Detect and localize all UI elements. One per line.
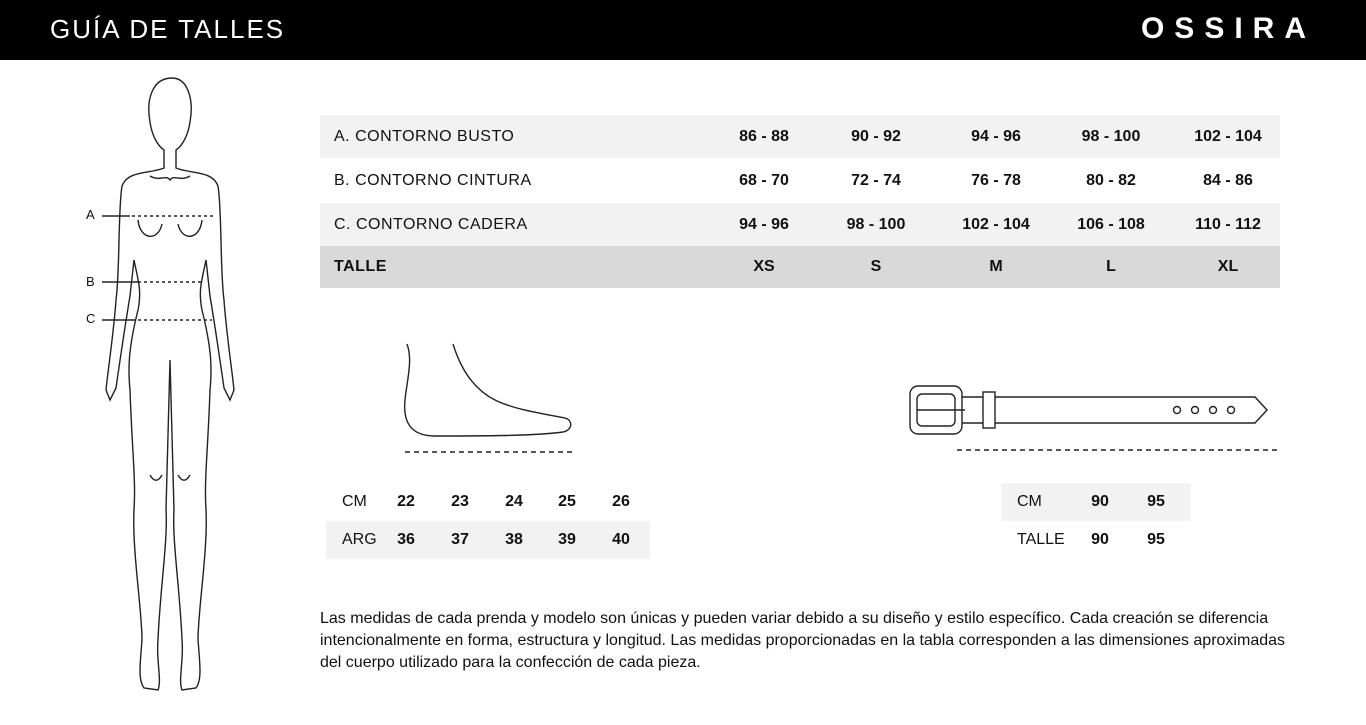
cell: L	[1106, 258, 1116, 275]
cell: 94 - 96	[739, 215, 789, 233]
cell: 84 - 86	[1203, 171, 1253, 189]
cell: XL	[1217, 258, 1239, 275]
cell: 39	[558, 531, 576, 548]
cell: 23	[451, 493, 469, 510]
row-label: TALLE	[334, 258, 387, 275]
cell: 76 - 78	[971, 171, 1021, 189]
size-row: TALLE XS S M L XL	[320, 246, 1280, 288]
cell: 80 - 82	[1086, 171, 1136, 189]
cell: 106 - 108	[1077, 215, 1145, 233]
table-row: ARG 36 37 38 39 40	[326, 521, 650, 559]
table-row: CM 90 95	[1001, 483, 1191, 521]
cell: 110 - 112	[1195, 215, 1261, 233]
cell: 72 - 74	[851, 171, 901, 189]
cell: 90	[1091, 531, 1109, 548]
cell: 98 - 100	[1081, 127, 1141, 145]
table-row: TALLE 90 95	[1001, 521, 1191, 559]
cell: 22	[397, 493, 415, 510]
row-label: C. CONTORNO CADERA	[334, 215, 528, 233]
shoe-size-table: CM 22 23 24 25 26 ARG 36 37 38 39 40	[326, 483, 650, 559]
cell: M	[989, 258, 1003, 275]
cell: 86 - 88	[739, 127, 789, 145]
foot-icon	[403, 343, 573, 453]
marker-c: C	[86, 311, 96, 326]
brand-logo: OSSIRA	[1140, 12, 1316, 45]
cell: 37	[451, 531, 469, 548]
table-row: C. CONTORNO CADERA 94 - 96 98 - 100 102 …	[320, 203, 1280, 246]
marker-a: A	[86, 207, 95, 222]
cell: 36	[397, 531, 415, 548]
size-table: A. CONTORNO BUSTO 86 - 88 90 - 92 94 - 9…	[320, 115, 1280, 288]
table-row: B. CONTORNO CINTURA 68 - 70 72 - 74 76 -…	[320, 158, 1280, 203]
marker-b: B	[86, 274, 95, 289]
cell: 102 - 104	[962, 215, 1030, 233]
row-label: B. CONTORNO CINTURA	[334, 171, 532, 189]
cell: 40	[612, 531, 630, 548]
row-label: TALLE	[1017, 531, 1065, 548]
disclaimer-note: Las medidas de cada prenda y modelo son …	[320, 610, 1286, 671]
cell: 68 - 70	[739, 171, 789, 189]
cell: 90	[1091, 493, 1109, 510]
cell: 25	[558, 493, 576, 510]
belt-icon	[909, 385, 1280, 451]
cell: 95	[1147, 493, 1165, 510]
cell: 38	[505, 531, 523, 548]
page-title: GUÍA DE TALLES	[50, 14, 286, 44]
body-figure-illustration	[102, 77, 235, 691]
cell: 90 - 92	[851, 127, 901, 145]
cell: 102 - 104	[1194, 127, 1262, 145]
header-bar: GUÍA DE TALLES OSSIRA	[0, 0, 1366, 60]
cell: XS	[753, 258, 775, 275]
cell: 98 - 100	[846, 215, 906, 233]
belt-size-table: CM 90 95 TALLE 90 95	[1001, 483, 1191, 559]
table-row: CM 22 23 24 25 26	[326, 483, 650, 521]
cell: 95	[1147, 531, 1165, 548]
cell: 94 - 96	[971, 127, 1021, 145]
row-label: ARG	[342, 531, 377, 548]
row-label: A. CONTORNO BUSTO	[334, 127, 515, 145]
table-row: A. CONTORNO BUSTO 86 - 88 90 - 92 94 - 9…	[320, 115, 1280, 158]
row-label: CM	[1017, 493, 1042, 510]
cell: 26	[612, 493, 630, 510]
cell: 24	[505, 493, 523, 510]
row-label: CM	[342, 493, 367, 510]
cell: S	[870, 258, 882, 275]
